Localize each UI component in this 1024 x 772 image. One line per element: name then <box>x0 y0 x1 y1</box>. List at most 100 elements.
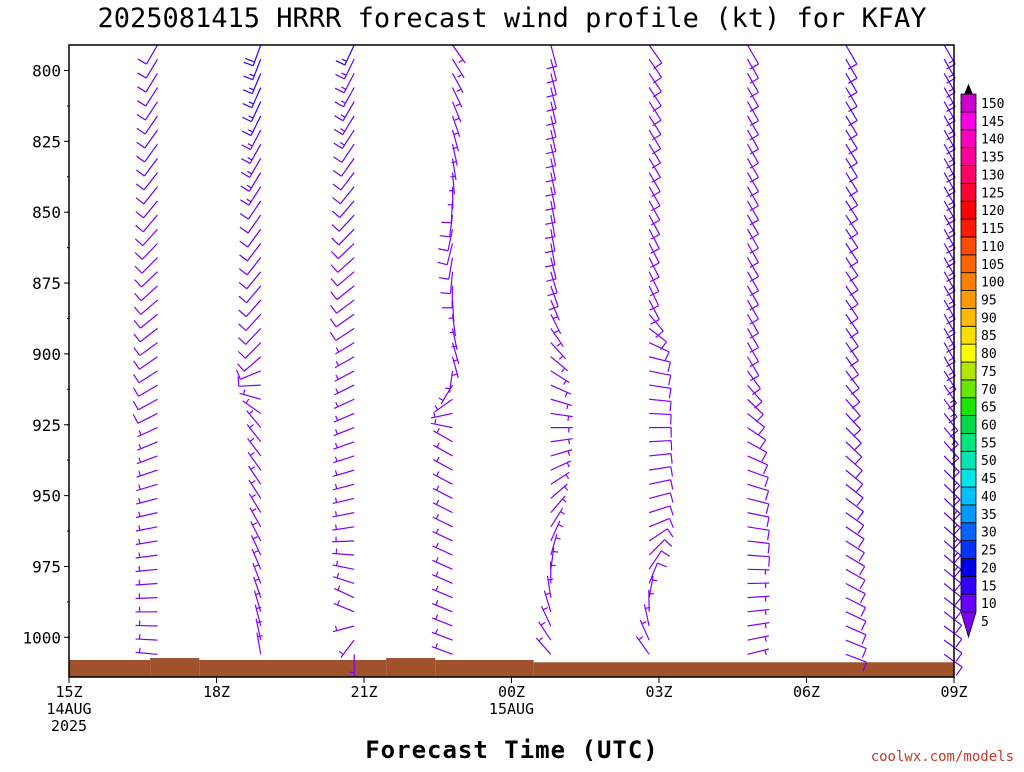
barb-half-feather <box>436 643 438 648</box>
wind-barb <box>136 144 157 162</box>
barb-feather <box>334 143 342 148</box>
wind-barb <box>244 45 261 66</box>
wind-barb <box>545 215 555 238</box>
colorbar-label: 105 <box>981 258 1004 273</box>
barb-feather <box>547 66 557 69</box>
wind-barb <box>748 73 759 97</box>
barb-half-feather <box>257 622 262 623</box>
colorbar-label: 20 <box>981 561 997 576</box>
wind-barb <box>545 187 555 211</box>
barb-staff <box>649 102 661 121</box>
barb-feather <box>331 251 338 258</box>
barb-staff <box>649 385 671 388</box>
barb-half-feather <box>639 637 643 640</box>
barb-staff <box>944 541 961 555</box>
barb-half-feather <box>336 429 338 434</box>
wind-barb <box>551 371 570 385</box>
barb-feather <box>853 430 860 437</box>
barb-staff <box>334 603 354 611</box>
wind-barb <box>335 343 354 354</box>
barb-staff <box>433 546 453 555</box>
barb-staff <box>142 243 157 259</box>
colorbar-label: 110 <box>981 240 1004 255</box>
barb-half-feather <box>950 386 954 389</box>
wind-barb <box>944 428 958 451</box>
barb-staff <box>334 399 354 408</box>
barb-staff <box>432 604 452 612</box>
barb-feather <box>768 543 769 553</box>
barb-half-feather <box>338 586 340 591</box>
barb-half-feather <box>564 487 567 491</box>
barb-feather <box>858 525 864 533</box>
wind-barb <box>332 201 354 218</box>
barb-half-feather <box>949 75 953 78</box>
wind-barb <box>432 615 452 626</box>
wind-barb <box>134 286 157 301</box>
wind-barb <box>135 243 157 259</box>
barb-half-feather <box>139 458 141 463</box>
barb-half-feather <box>553 551 558 552</box>
x-tick-label: 03Z <box>645 683 672 701</box>
wind-barb <box>136 498 157 504</box>
colorbar-label: 45 <box>981 472 997 487</box>
barb-feather <box>545 208 555 210</box>
wind-barb <box>135 229 157 245</box>
barb-half-feather <box>561 368 564 372</box>
barb-staff <box>136 625 158 626</box>
wind-barb <box>432 629 453 640</box>
barb-half-feather <box>253 537 258 539</box>
colorbar-label: 55 <box>981 436 997 451</box>
barb-staff <box>143 229 158 245</box>
wind-barb <box>333 456 354 463</box>
barb-staff <box>432 575 452 584</box>
wind-barb <box>748 442 767 461</box>
wind-barb <box>846 116 857 140</box>
barb-feather <box>548 293 558 296</box>
barb-feather <box>438 249 448 251</box>
wind-barb <box>136 215 158 232</box>
barb-half-feather <box>337 561 338 566</box>
barb-half-feather <box>249 102 254 104</box>
wind-barb <box>331 243 354 258</box>
barb-feather <box>240 214 248 220</box>
barb-staff <box>944 442 959 458</box>
barb-feather <box>862 621 866 630</box>
wind-barb <box>748 59 759 83</box>
wind-barb <box>748 470 769 487</box>
barb-half-feather <box>452 374 457 375</box>
barb-staff <box>432 632 453 640</box>
barb-half-feather <box>436 529 438 534</box>
barb-staff <box>551 461 571 470</box>
barb-half-feather <box>139 485 140 490</box>
barb-feather <box>136 184 144 190</box>
wind-barb <box>136 607 158 612</box>
barb-staff <box>338 243 354 258</box>
barb-feather <box>665 540 672 547</box>
barb-staff <box>335 357 354 368</box>
barb-feather <box>244 62 253 65</box>
barb-feather <box>238 351 245 358</box>
wind-barb <box>649 201 660 225</box>
wind-barb <box>133 413 157 423</box>
barb-staff <box>539 622 551 640</box>
y-tick-label: 825 <box>32 132 61 151</box>
barb-half-feather <box>335 626 336 631</box>
wind-barb <box>748 649 769 655</box>
terrain-block <box>199 660 386 677</box>
y-tick-label: 950 <box>32 487 61 506</box>
barb-feather <box>766 504 768 514</box>
colorbar-swatch <box>961 505 976 523</box>
barb-staff <box>748 371 761 389</box>
colorbar-label: 100 <box>981 276 1004 291</box>
barb-feather <box>334 116 343 121</box>
barb-staff <box>846 357 859 375</box>
barb-staff <box>136 652 158 654</box>
wind-barb <box>748 596 770 601</box>
y-tick-label: 800 <box>32 62 61 81</box>
x-tick-sublabel: 2025 <box>51 717 87 735</box>
barb-feather <box>134 361 140 369</box>
barb-half-feather <box>949 103 953 106</box>
barb-staff <box>144 173 157 190</box>
